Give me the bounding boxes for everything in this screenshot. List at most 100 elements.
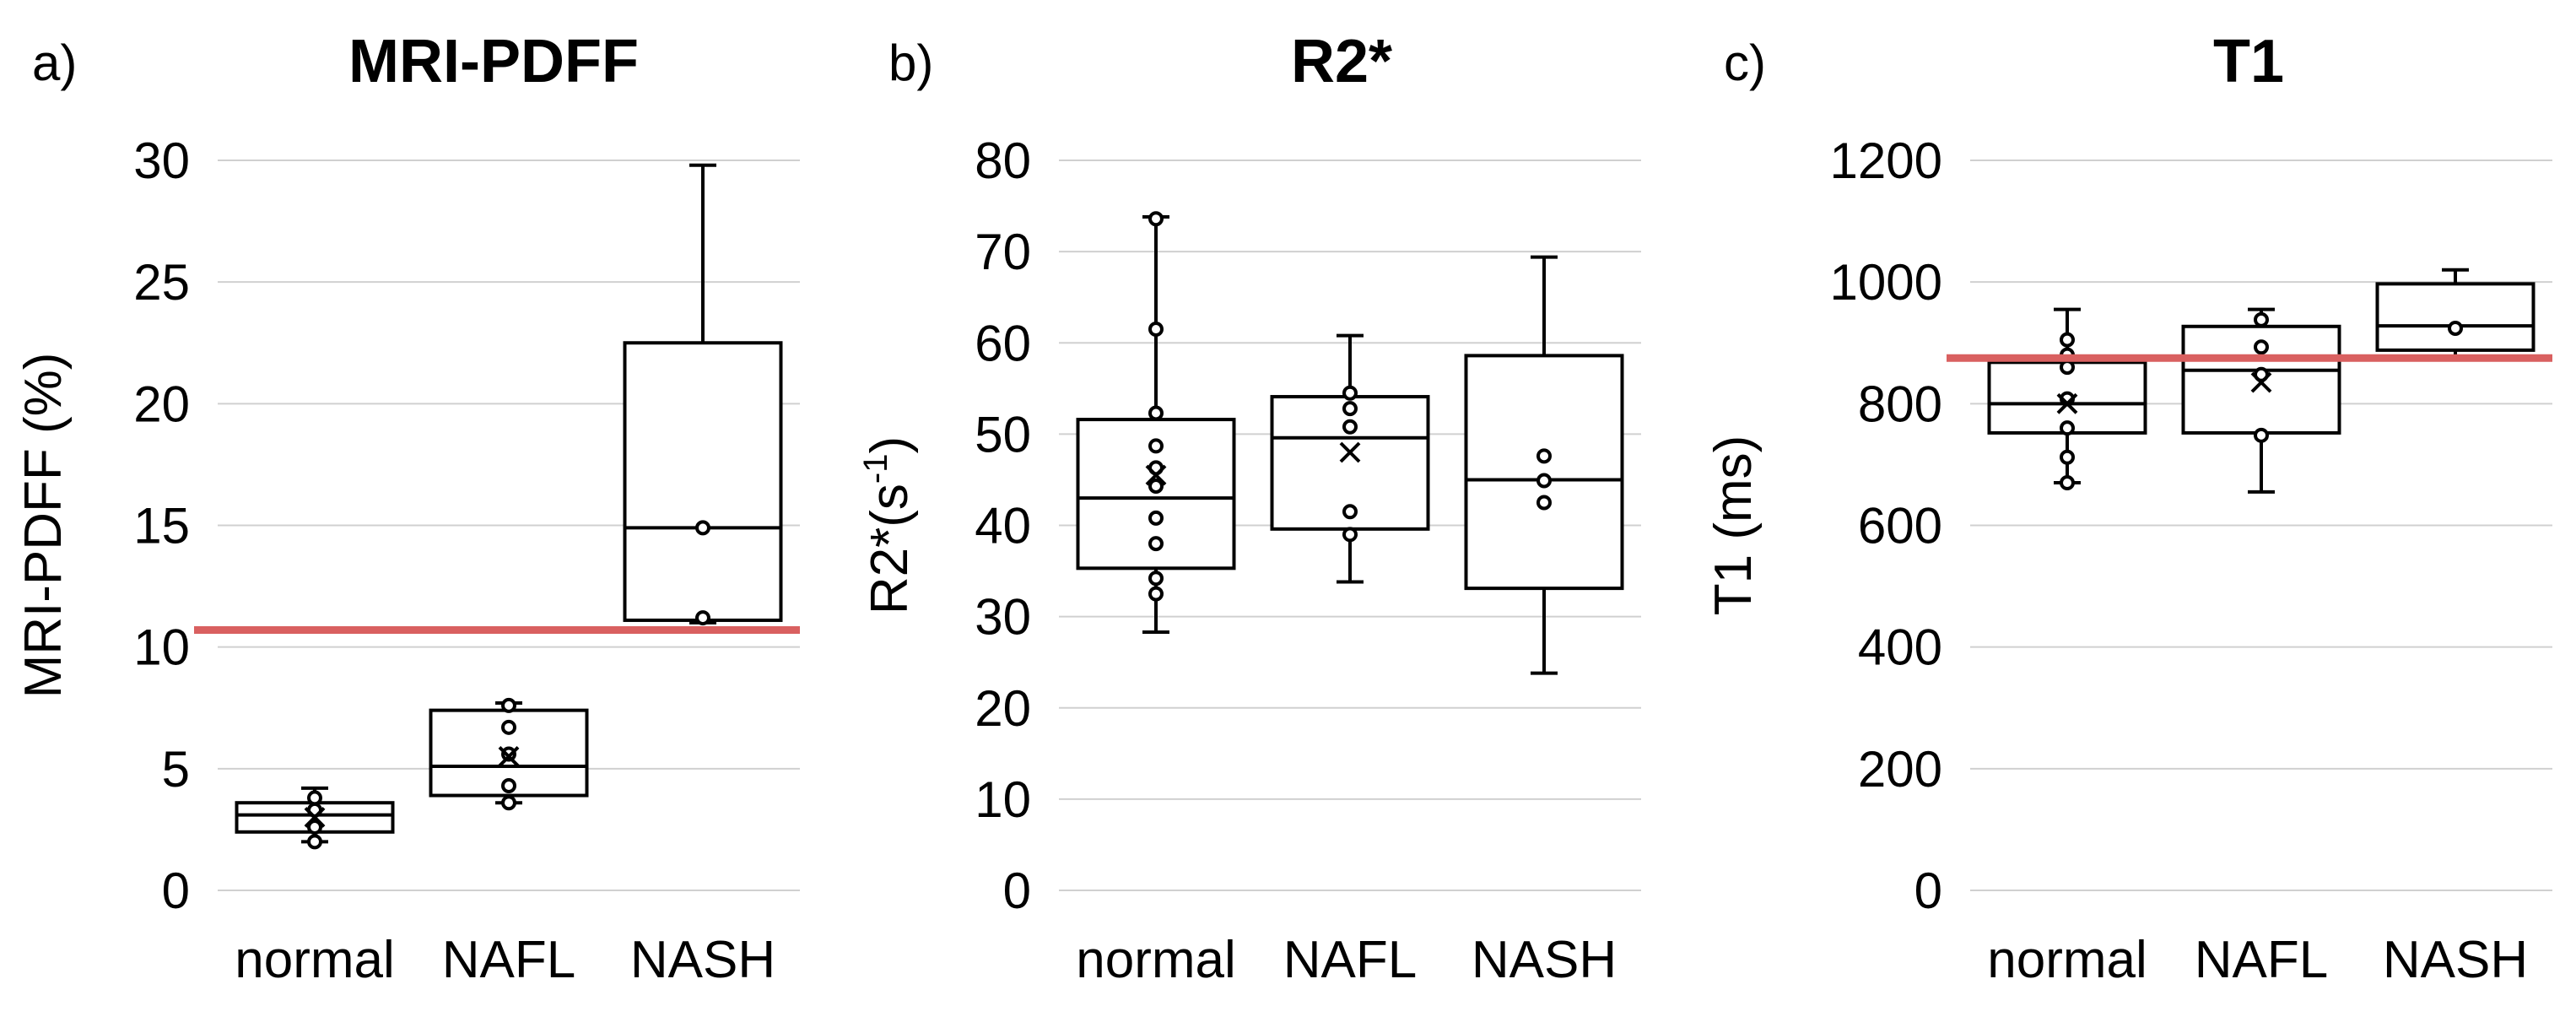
data-point [1342,527,1358,543]
data-point [2060,449,2075,465]
y-tick-label: 30 [133,133,190,189]
mean-marker [498,746,520,767]
data-point [1148,211,1164,227]
data-point [501,778,516,794]
box-nash [623,163,783,626]
box-nafl [2181,307,2341,494]
mean-marker [1145,464,1167,486]
y-tick-label: 0 [1914,863,1942,919]
y-tick-label: 20 [975,680,1031,737]
data-point [2060,420,2075,436]
y-axis-label-text: R2*(s [861,484,919,614]
mean-marker-stroke [304,807,326,828]
y-axis-label: T1 (ms) [1704,435,1763,616]
x-category-label: NASH [1472,931,1617,989]
y-tick-label: 10 [975,771,1031,828]
y-tick-label: 70 [975,224,1031,280]
panel-label: c) [1724,35,1766,91]
data-point [501,795,516,811]
y-axis-label: R2*(s-1) [857,436,919,614]
data-point [1342,385,1358,401]
box-normal [1987,307,2147,491]
data-point [2448,320,2463,336]
mean-marker-stroke [2250,371,2272,393]
data-point [1148,510,1164,526]
chart-title: MRI-PDFF [348,28,639,95]
y-axis-label-text: MRI-PDFF (%) [14,353,73,699]
x-category-label: NASH [2383,931,2528,989]
x-category-label: NAFL [1283,931,1417,989]
data-point [2254,427,2269,443]
y-tick-label: 600 [1858,498,1942,554]
y-axis-label-text: T1 (ms) [1704,435,1763,616]
data-point [2060,360,2075,376]
data-point [2060,332,2075,348]
y-tick-label: 25 [133,254,190,311]
mean-marker-stroke [1339,441,1361,463]
panel-r2star: 0 10 20 30 40 50 60 70 80 b) R2* R2*(s-1) normal NAFL… [857,28,1641,989]
data-point [1342,504,1358,520]
box-normal [235,786,395,850]
mean-marker [2250,371,2272,393]
y-axis-label: MRI-PDFF (%) [14,353,73,699]
y-tick-label: 30 [975,589,1031,646]
panel-label: b) [888,35,933,91]
data-point [2254,339,2269,355]
y-tick-label: 10 [133,619,190,676]
y-tick-label: 200 [1858,741,1942,798]
chart-title: R2* [1291,28,1392,95]
data-point [1536,495,1552,511]
data-point [695,610,710,626]
y-tick-label: 1000 [1830,254,1942,311]
x-category-label: normal [235,931,395,989]
data-point [1148,586,1164,602]
data-point [1342,419,1358,435]
data-point [2254,311,2269,327]
x-category-label: NAFL [442,931,575,989]
panel-mri-pdff: 0 5 10 15 20 25 30 a) MRI-PDFF MRI-PDFF (%) normal… [14,28,800,989]
data-point [2060,475,2075,491]
mean-marker-stroke [2056,392,2078,414]
iqr-box [623,341,783,622]
y-tick-label: 60 [975,315,1031,371]
y-tick-label: 15 [133,498,190,554]
data-point [1148,536,1164,552]
y-tick-label: 0 [162,863,190,919]
data-point [307,819,322,836]
box-nash [2375,268,2535,359]
y-tick-label: 80 [975,133,1031,189]
data-point [501,746,516,762]
y-tick-label: 0 [1003,863,1031,919]
mean-marker [1339,441,1361,463]
y-tick-label: 400 [1858,619,1942,676]
mean-marker-stroke [1145,464,1167,486]
y-axis-label-superscript: -1 [857,454,894,484]
data-point [1148,479,1164,495]
data-point [1148,571,1164,587]
data-point [501,719,516,735]
data-point [307,790,322,806]
x-category-label: NAFL [2195,931,2328,989]
iqr-box [2375,282,2535,352]
y-tick-label: 50 [975,406,1031,462]
data-point [1536,473,1552,489]
box-nafl [429,697,589,811]
y-axis-label-tail: ) [861,436,919,454]
data-point [501,697,516,713]
data-point [1536,448,1552,464]
y-tick-label: 800 [1858,376,1942,432]
mean-marker-stroke [498,746,520,767]
y-tick-label: 1200 [1830,133,1942,189]
y-tick-label: 5 [162,741,190,798]
x-category-label: NASH [630,931,775,989]
data-point [307,834,322,850]
x-category-label: normal [1076,931,1236,989]
data-point [1148,405,1164,421]
panel-t1: 0 200 400 600 800 1000 1200 c) T1 T1 (ms) normal NA… [1704,28,2552,989]
iqr-box [1464,354,1624,591]
x-category-label: normal [1987,931,2147,989]
data-point [1148,322,1164,338]
data-point [1342,401,1358,417]
box-nash [1464,255,1624,675]
